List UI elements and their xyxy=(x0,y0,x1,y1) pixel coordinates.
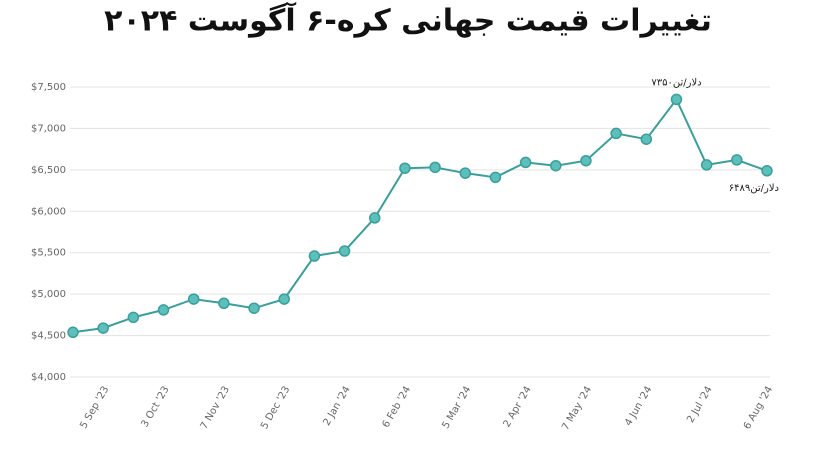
x-tick-label: 7 Nov '23 xyxy=(199,385,232,432)
x-tick-label: 5 Sep '23 xyxy=(78,385,111,431)
y-tick-label: $7,500 xyxy=(31,82,66,93)
y-tick-label: $4,500 xyxy=(31,331,66,342)
x-tick-label: 5 Dec '23 xyxy=(259,385,292,432)
x-tick-label: 5 Mar '24 xyxy=(440,385,473,431)
point xyxy=(580,154,592,167)
point xyxy=(489,171,502,184)
y-tick-label: $5,500 xyxy=(31,248,66,259)
point xyxy=(459,167,472,179)
point xyxy=(640,133,653,145)
x-tick-label: 6 Aug '24 xyxy=(742,385,775,432)
x-tick-label: 7 May '24 xyxy=(560,385,594,433)
chart-title: تغییرات قیمت جهانی کره-۶ آگوست ۲۰۲۴ xyxy=(104,2,712,39)
y-tick-label: $6,000 xyxy=(31,206,66,217)
point xyxy=(97,322,109,334)
x-tick-label: 6 Feb '24 xyxy=(381,385,413,430)
point xyxy=(157,304,170,316)
y-tick-label: $6,500 xyxy=(31,165,66,176)
annotation: ۷۳۵۰دلار/تن xyxy=(651,77,701,88)
point xyxy=(218,297,230,310)
point xyxy=(550,159,562,172)
x-tick-label: 3 Oct '23 xyxy=(139,385,171,430)
point xyxy=(308,250,321,262)
x-tick-label: 2 Apr '24 xyxy=(502,385,534,430)
y-tick-label: $5,000 xyxy=(31,289,66,300)
point xyxy=(700,159,713,171)
annotation: ۶۴۸۹دلار/تن xyxy=(729,183,779,194)
line xyxy=(72,97,768,334)
point xyxy=(519,156,532,169)
point xyxy=(278,293,290,305)
point xyxy=(399,162,411,174)
point xyxy=(610,127,622,140)
point xyxy=(429,161,441,174)
point xyxy=(670,93,683,106)
x-tick-label: 2 Jul '24 xyxy=(685,385,715,425)
y-tick-label: $4,000 xyxy=(31,372,66,383)
point xyxy=(368,212,381,224)
point xyxy=(127,311,140,324)
x-tick-label: 2 Jan '24 xyxy=(321,385,352,428)
point xyxy=(248,302,260,314)
point xyxy=(67,326,79,339)
x-tick-label: 4 Jun '24 xyxy=(623,385,654,428)
point xyxy=(187,293,200,305)
point xyxy=(731,154,743,166)
point xyxy=(761,165,773,177)
y-tick-label: $7,000 xyxy=(31,123,66,134)
point xyxy=(338,245,351,257)
